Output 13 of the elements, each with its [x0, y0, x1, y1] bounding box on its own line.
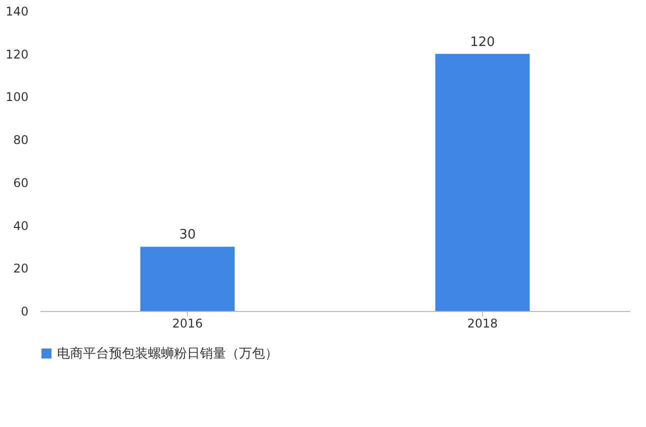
- y-tick-label: 140: [6, 4, 28, 18]
- y-tick-label: 20: [13, 262, 28, 276]
- data-label: 30: [179, 228, 196, 243]
- y-tick-label: 80: [13, 133, 28, 148]
- x-tick-label: 2018: [467, 316, 498, 330]
- y-tick-label: 0: [20, 304, 28, 318]
- y-tick-label: 120: [6, 47, 28, 62]
- y-tick-label: 40: [13, 218, 28, 233]
- data-label: 120: [470, 34, 495, 50]
- y-tick-label: 100: [6, 90, 28, 104]
- x-tick-label: 2016: [172, 316, 203, 330]
- y-tick-label: 60: [13, 176, 28, 190]
- legend-label: 电商平台预包装螺蛳粉日销量（万包）: [57, 346, 278, 362]
